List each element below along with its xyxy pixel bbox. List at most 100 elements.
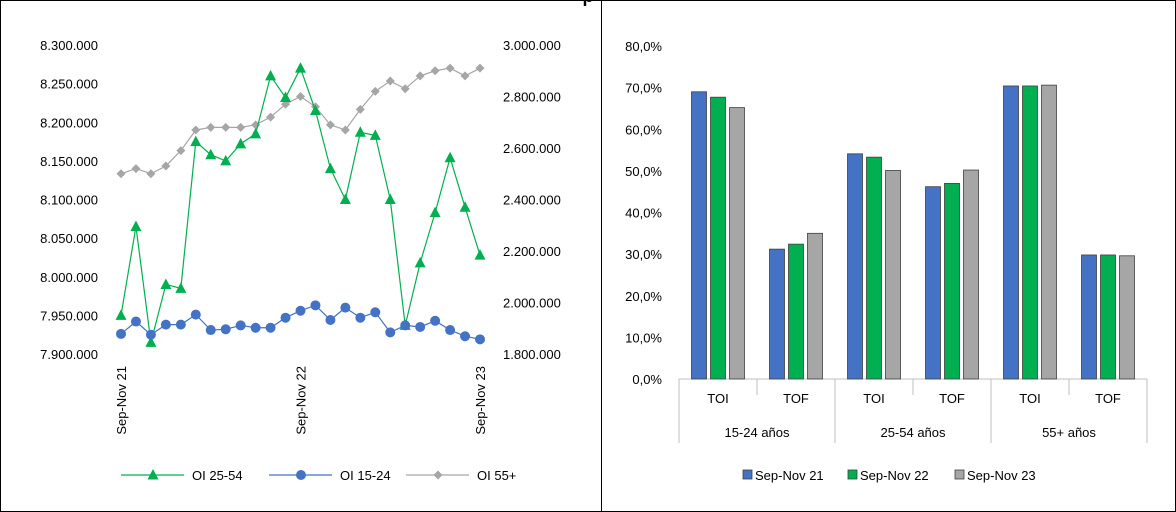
data-point: [429, 206, 441, 218]
data-point: [475, 63, 485, 73]
left-axis-tick-label: 8.000.000: [40, 270, 98, 285]
data-point: [206, 122, 216, 132]
data-point: [265, 322, 276, 333]
legend-item: Sep-Nov 22: [847, 468, 929, 483]
bar: [1022, 85, 1038, 380]
legend-swatch: [954, 469, 965, 480]
data-point: [355, 312, 366, 323]
legend-label: OI 15-24: [340, 468, 391, 483]
data-point: [161, 161, 171, 171]
bar: [963, 169, 979, 380]
legend-label: Sep-Nov 21: [755, 468, 824, 483]
data-point: [460, 331, 471, 342]
data-point: [295, 305, 306, 316]
data-point: [145, 329, 156, 340]
legend-swatch: [742, 469, 753, 480]
data-point: [145, 336, 157, 347]
line-chart-oi: 7.900.000 7.950.000 8.000.000 8.050.000 8.10…: [40, 38, 561, 483]
data-point: [370, 86, 380, 96]
bar: [866, 156, 882, 380]
left-axis-tick-label: 8.250.000: [40, 77, 98, 92]
x-axis-tick-label: Sep-Nov 21: [114, 366, 129, 435]
data-point: [130, 316, 141, 327]
data-point: [445, 325, 456, 336]
series-oi-15-24: [116, 300, 485, 345]
x-axis-group-label: 15-24 años: [724, 425, 790, 440]
data-point: [235, 137, 247, 149]
data-point: [146, 169, 156, 179]
bar: [1003, 85, 1019, 380]
series-line: [120, 67, 481, 175]
right-axis-tick-label: 2.200.000: [503, 244, 561, 259]
figure-title-fragment: p: [300, 0, 876, 7]
y-axis-tick-label: 0,0%: [632, 372, 662, 387]
data-point: [355, 104, 365, 114]
legend-marker: [296, 470, 306, 480]
data-point: [265, 69, 277, 81]
legend-item: OI 55+: [406, 468, 516, 483]
data-point: [475, 334, 485, 345]
x-axis-tick-label: Sep-Nov 23: [473, 366, 488, 435]
legend-label: OI 55+: [477, 468, 516, 483]
y-axis-tick-label: 20,0%: [625, 289, 662, 304]
left-axis-tick-label: 8.150.000: [40, 154, 98, 169]
data-point: [190, 135, 202, 147]
data-point: [325, 120, 335, 130]
y-axis-tick-label: 30,0%: [625, 247, 662, 262]
x-axis-category-label: TOI: [1019, 391, 1040, 406]
legend-label: Sep-Nov 22: [860, 468, 929, 483]
data-point: [296, 92, 305, 101]
series-oi-55-: [116, 63, 485, 179]
data-point: [445, 63, 455, 73]
x-axis-category-label: TOF: [939, 391, 965, 406]
x-axis-group-label: 25-54 años: [880, 425, 946, 440]
data-point: [354, 126, 366, 137]
legend-item: Sep-Nov 21: [742, 468, 824, 483]
data-point: [191, 125, 201, 135]
right-axis-tick-label: 2.600.000: [503, 141, 561, 156]
data-point: [310, 300, 321, 311]
bar: [769, 248, 785, 380]
bar: [925, 186, 941, 380]
data-point: [384, 193, 396, 204]
data-point: [250, 322, 261, 333]
right-axis-tick-label: 2.400.000: [503, 193, 561, 208]
right-axis-tick-label: 1.800.000: [503, 347, 561, 362]
data-point: [415, 71, 425, 81]
data-point: [295, 62, 306, 73]
data-point: [221, 122, 231, 132]
data-point: [309, 104, 321, 116]
bar: [944, 182, 960, 380]
legend-item: OI 25-54: [121, 468, 243, 483]
bar: [885, 170, 901, 380]
left-axis-tick-label: 8.300.000: [40, 38, 98, 53]
series-oi-25-54: [115, 62, 486, 347]
x-axis-category-label: TOI: [863, 391, 884, 406]
bar: [1119, 255, 1135, 380]
x-axis-category-label: TOF: [1095, 391, 1121, 406]
x-axis-category-label: TOF: [783, 391, 809, 406]
y-axis-tick-label: 40,0%: [625, 206, 662, 221]
legend-marker: [433, 470, 443, 480]
data-point: [370, 307, 381, 318]
data-point: [220, 324, 231, 335]
bar: [847, 153, 863, 380]
bar: [1100, 254, 1116, 380]
bar: [1041, 84, 1057, 380]
data-point: [235, 320, 246, 331]
legend-marker: [147, 469, 159, 480]
x-axis-group-label: 55+ años: [1042, 425, 1096, 440]
data-point: [459, 201, 471, 212]
bar: [807, 232, 823, 380]
panel-divider: [601, 0, 602, 512]
y-axis-tick-label: 50,0%: [625, 164, 662, 179]
data-point: [176, 146, 186, 156]
x-axis-category-label: TOI: [707, 391, 728, 406]
data-point: [116, 328, 126, 339]
data-point: [430, 315, 441, 326]
data-point: [385, 76, 395, 86]
data-point: [430, 66, 440, 76]
data-point: [340, 302, 351, 313]
data-point: [250, 127, 262, 139]
data-point: [130, 220, 142, 232]
